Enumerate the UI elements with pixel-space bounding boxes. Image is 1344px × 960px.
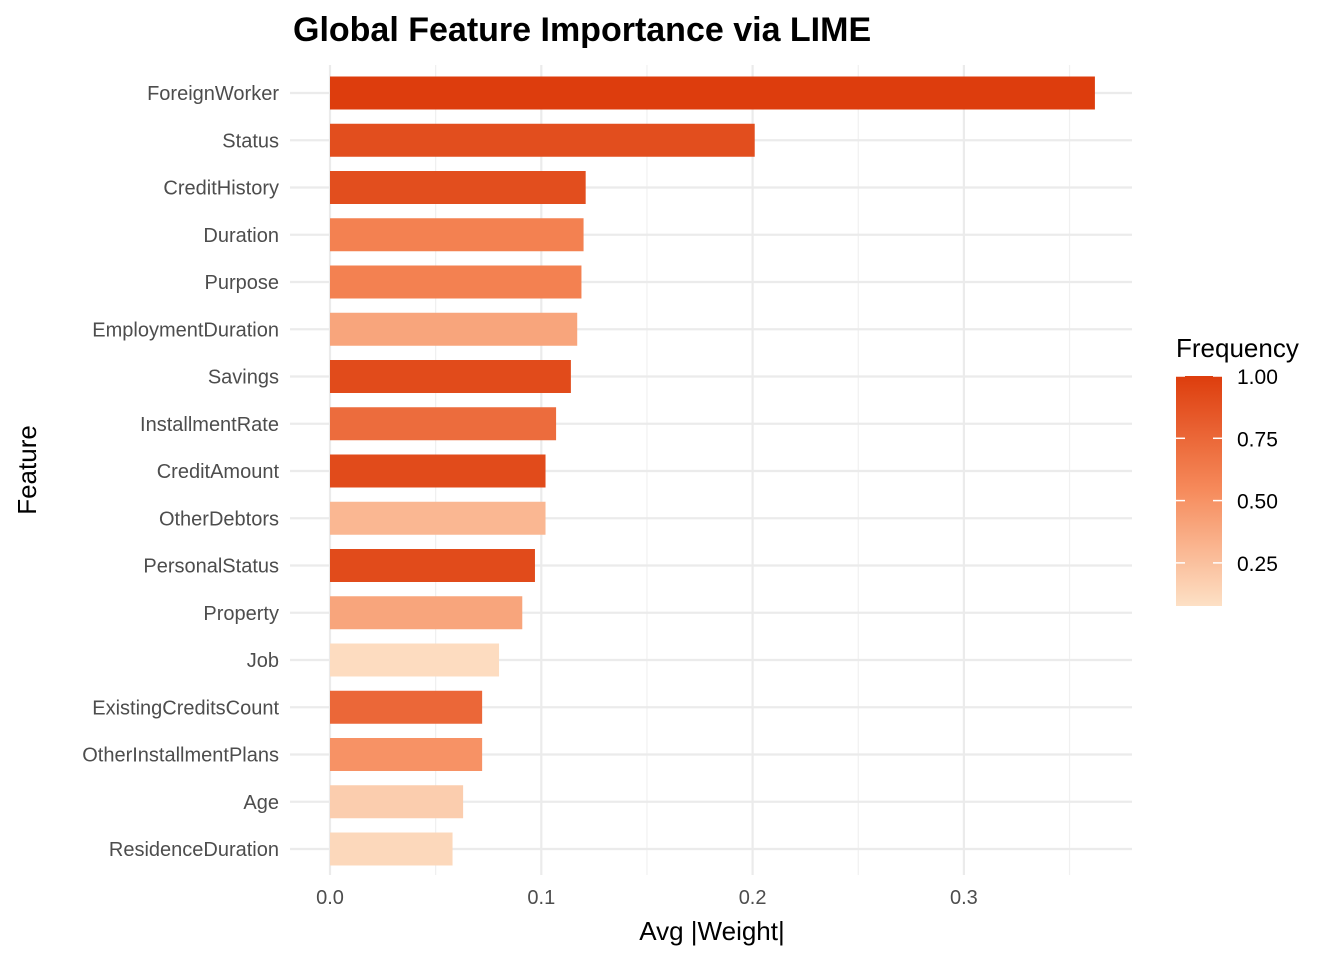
- y-tick-label: OtherDebtors: [159, 508, 279, 530]
- x-tick-label: 0.2: [739, 887, 767, 909]
- bar-Savings: [330, 360, 571, 393]
- bar-Age: [330, 785, 464, 819]
- bar-ResidenceDuration: [330, 832, 453, 866]
- y-tick-label: Status: [222, 130, 279, 152]
- bar-Job: [330, 643, 500, 677]
- bar-PersonalStatus: [330, 549, 535, 582]
- y-tick-label: ResidenceDuration: [109, 839, 279, 861]
- y-tick-label: Duration: [203, 225, 279, 247]
- bar-OtherInstallmentPlans: [330, 738, 483, 771]
- bar-Property: [330, 596, 523, 630]
- bar-Status: [330, 123, 755, 157]
- y-tick-label: ForeignWorker: [147, 83, 279, 105]
- legend-tick-label: 1.00: [1237, 366, 1278, 389]
- bars: [330, 76, 1095, 866]
- y-tick-label: CreditAmount: [157, 461, 280, 483]
- legend-tick-label: 0.50: [1237, 491, 1278, 514]
- legend: Frequency 0.25 0.50 0.75 1.00: [1176, 333, 1299, 606]
- x-tick-labels: 0.0 0.1 0.2 0.3: [316, 887, 978, 909]
- bar-Duration: [330, 218, 584, 252]
- y-tick-label: OtherInstallmentPlans: [82, 745, 279, 767]
- bar-ForeignWorker: [330, 76, 1095, 110]
- bar-ExistingCreditsCount: [330, 690, 483, 724]
- y-tick-label: Job: [247, 650, 279, 672]
- chart-title: Global Feature Importance via LIME: [293, 11, 871, 49]
- y-tick-label: Age: [243, 792, 279, 814]
- y-tick-label: Property: [203, 603, 279, 625]
- legend-colorbar: [1176, 376, 1222, 606]
- y-tick-label: PersonalStatus: [143, 556, 279, 578]
- y-tick-label: EmploymentDuration: [92, 319, 279, 341]
- y-tick-label: CreditHistory: [163, 178, 279, 200]
- y-tick-label: Purpose: [205, 272, 280, 294]
- legend-title: Frequency: [1176, 333, 1299, 363]
- bar-EmploymentDuration: [330, 312, 578, 346]
- x-tick-label: 0.0: [316, 887, 344, 909]
- x-axis-label: Avg |Weight|: [639, 916, 785, 946]
- y-tick-label: Savings: [208, 367, 279, 389]
- y-tick-labels: ForeignWorker Status CreditHistory Duration…: [82, 83, 279, 861]
- bar-Purpose: [330, 265, 582, 299]
- x-tick-label: 0.3: [950, 887, 978, 909]
- y-tick-label: InstallmentRate: [140, 414, 279, 436]
- legend-tick-label: 0.75: [1237, 428, 1278, 451]
- legend-tick-label: 0.25: [1237, 553, 1278, 576]
- bar-OtherDebtors: [330, 501, 546, 535]
- y-axis-label: Feature: [12, 425, 42, 515]
- bar-CreditAmount: [330, 454, 546, 488]
- bar-CreditHistory: [330, 171, 586, 204]
- bar-InstallmentRate: [330, 407, 557, 441]
- x-tick-label: 0.1: [527, 887, 555, 909]
- y-tick-label: ExistingCreditsCount: [92, 697, 279, 719]
